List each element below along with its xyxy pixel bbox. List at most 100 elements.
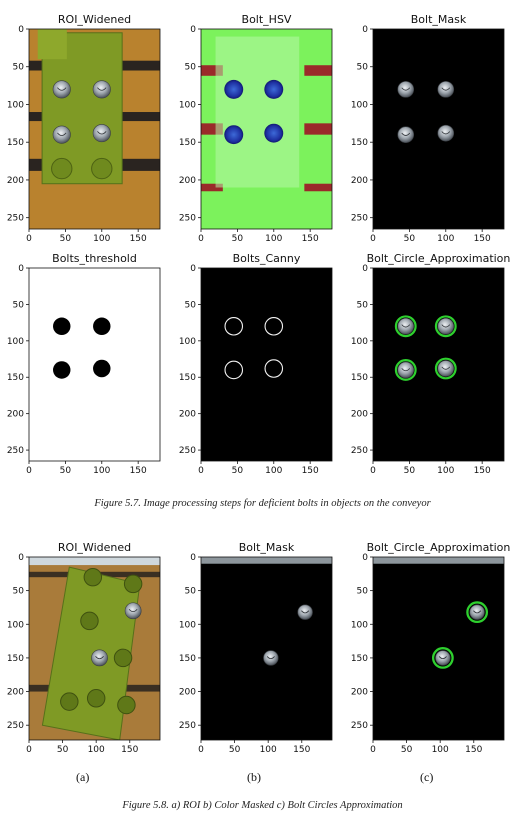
bolt-thread-icon	[441, 366, 451, 370]
belt-stripe-left	[201, 123, 223, 135]
mask-background	[201, 557, 332, 740]
x-tick-label: 0	[26, 745, 32, 755]
top-strip	[29, 557, 160, 566]
x-tick-label: 100	[93, 234, 110, 244]
y-tick-label: 150	[179, 373, 196, 383]
bolt-blue-icon	[224, 79, 244, 99]
top-noise-strip	[373, 557, 504, 564]
x-tick-label: 100	[260, 745, 277, 755]
plate-region	[215, 36, 300, 188]
x-tick-label: 150	[293, 745, 310, 755]
bolt-icon	[263, 650, 279, 666]
panel-bolts-canny: Bolts_Canny 0 50 100 150 0 50 100 150 200 250	[179, 252, 333, 476]
bolt-thread-icon	[441, 87, 451, 91]
panel-frame	[28, 556, 161, 741]
panel-bolts-threshold: Bolts_threshold 0 50 100 150 0 50 100 150 200 250	[7, 252, 161, 476]
bolt-icon	[437, 360, 455, 377]
bolt-blue-icon	[264, 79, 284, 99]
y-tick-label: 150	[7, 654, 24, 664]
y-tick-label: 200	[351, 410, 368, 420]
bolt-blob	[53, 361, 71, 379]
bolt-thread-icon	[401, 368, 411, 372]
x-tick-label: 50	[404, 234, 416, 244]
x-tick-label: 100	[88, 745, 105, 755]
panel-title: ROI_Widened	[58, 13, 131, 26]
y-tick-label: 150	[7, 373, 24, 383]
circle-approximation	[434, 357, 457, 380]
y-tick-label: 0	[190, 553, 196, 563]
panel-title: Bolts_threshold	[52, 252, 137, 265]
y-tick-label: 200	[351, 688, 368, 698]
x-tick-label: 0	[26, 234, 32, 244]
y-tick-label: 200	[179, 410, 196, 420]
circle-approximation	[394, 315, 417, 338]
panel-image	[29, 557, 160, 740]
y-tick-label: 0	[362, 553, 368, 563]
y-tick-label: 50	[185, 300, 197, 310]
x-tick-label: 100	[437, 466, 454, 476]
y-tick-label: 200	[351, 176, 368, 186]
y-tick-label: 250	[7, 721, 24, 731]
lego-stud	[86, 689, 106, 708]
circles-background	[373, 268, 504, 461]
bolt-blue-icon	[224, 125, 244, 145]
panel-image	[29, 268, 160, 461]
panel-frame	[28, 267, 161, 462]
y-tick-label: 150	[7, 138, 24, 148]
panel-frame	[200, 28, 333, 230]
bolt-blob	[93, 359, 111, 378]
panel-title: Bolts_Canny	[233, 252, 301, 265]
bolt-thread-icon	[438, 656, 447, 660]
x-tick-label: 0	[370, 466, 376, 476]
panel-frame	[200, 556, 333, 741]
panel-bolt-hsv: Bolt_HSV 0 50 100 150 0 50 100 150 200 250	[179, 13, 333, 244]
bolt-icon	[124, 602, 142, 620]
panel-image	[373, 29, 504, 229]
bolt-thread-icon	[266, 656, 275, 660]
panel-roi-widened: ROI_Widened 0 50 100 150 0 50 100 150 200 250	[7, 541, 161, 755]
panel-image	[373, 268, 504, 461]
x-tick-label: 50	[401, 745, 413, 755]
lego-stud	[113, 648, 133, 668]
y-tick-label: 50	[185, 63, 197, 73]
bolt-thread-icon	[401, 324, 411, 328]
bolt-blue-icon	[264, 123, 284, 143]
bolt-icon	[437, 81, 455, 98]
y-tick-label: 150	[179, 138, 196, 148]
y-tick-label: 0	[18, 25, 24, 35]
bolt-icon	[435, 650, 451, 666]
x-tick-label: 150	[121, 745, 138, 755]
y-tick-label: 0	[18, 553, 24, 563]
x-tick-label: 150	[474, 234, 491, 244]
belt-stripe-left	[201, 183, 223, 192]
y-tick-label: 200	[7, 688, 24, 698]
lego-stud	[123, 574, 143, 594]
x-tick-label: 0	[198, 466, 204, 476]
y-tick-label: 100	[351, 620, 368, 630]
y-tick-label: 200	[7, 410, 24, 420]
bolt-thread-icon	[95, 656, 104, 660]
panel-title: Bolt_Circle_Approximation	[367, 541, 511, 554]
y-tick-label: 0	[362, 264, 368, 274]
bolt-icon	[52, 80, 71, 99]
y-tick-label: 50	[13, 587, 25, 597]
belt-stripe-right	[304, 65, 332, 76]
bolt-icon	[437, 317, 455, 335]
x-tick-label: 0	[370, 745, 376, 755]
bolt-thread-icon	[401, 87, 411, 91]
y-tick-label: 250	[179, 214, 196, 224]
x-tick-label: 0	[198, 234, 204, 244]
panel-roi-widened: ROI_Widened 0 50 100 150 0 50 100 150 200 250	[7, 13, 161, 244]
panel-image	[29, 29, 160, 229]
x-tick-label: 100	[432, 745, 449, 755]
y-tick-label: 50	[13, 300, 25, 310]
y-tick-label: 0	[190, 264, 196, 274]
lego-stud	[117, 695, 136, 715]
x-tick-label: 50	[57, 745, 69, 755]
y-tick-label: 250	[7, 446, 24, 456]
y-tick-label: 150	[351, 373, 368, 383]
circle-approximation	[394, 359, 417, 381]
bolt-icon	[397, 317, 415, 335]
lego-stud-block	[37, 29, 67, 60]
